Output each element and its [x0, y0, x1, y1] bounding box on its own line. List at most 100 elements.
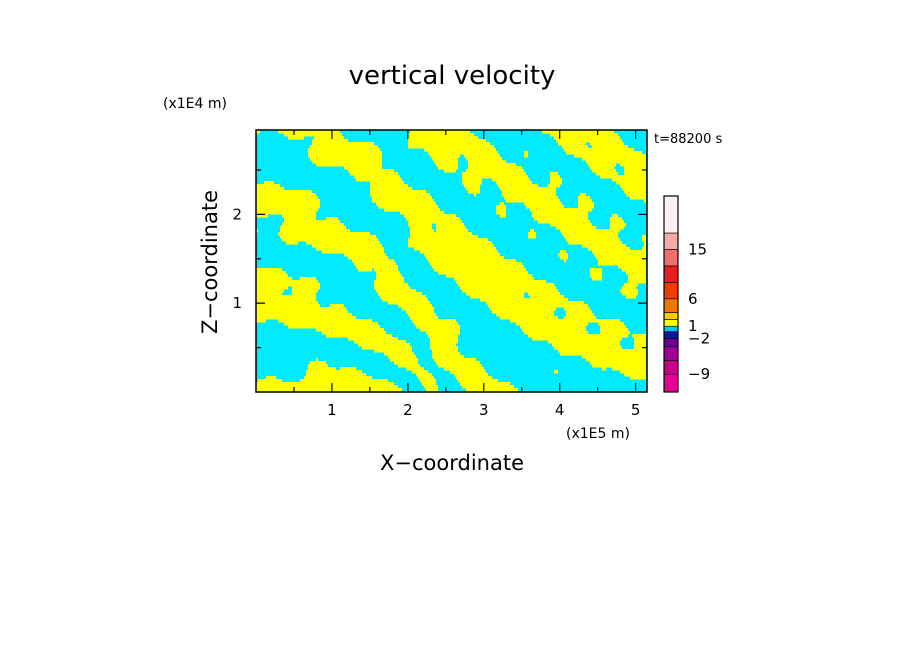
positive-velocity-cell — [626, 295, 636, 299]
positive-velocity-cell — [354, 175, 400, 179]
positive-velocity-cell — [310, 145, 378, 149]
positive-velocity-cell — [596, 256, 646, 260]
positive-velocity-cell — [314, 136, 344, 140]
positive-velocity-cell — [528, 334, 628, 338]
positive-velocity-cell — [624, 190, 646, 194]
positive-velocity-cell — [376, 271, 400, 275]
colorbar-swatch — [663, 298, 679, 313]
colorbar-swatch — [663, 312, 679, 320]
positive-velocity-cell — [412, 370, 428, 374]
colorbar-tick-label: −9 — [688, 365, 710, 383]
positive-velocity-cell — [308, 148, 380, 152]
positive-velocity-cell — [280, 235, 376, 239]
positive-velocity-cell — [564, 148, 634, 152]
positive-velocity-cell — [256, 187, 284, 191]
positive-velocity-cell — [642, 235, 646, 239]
positive-velocity-cell — [410, 226, 432, 230]
positive-velocity-cell — [596, 172, 618, 176]
positive-velocity-cell — [462, 385, 514, 389]
positive-velocity-cell — [410, 130, 470, 134]
positive-velocity-cell — [416, 373, 432, 377]
positive-velocity-cell — [256, 193, 316, 197]
positive-velocity-cell — [308, 154, 382, 158]
positive-velocity-cell — [420, 250, 498, 254]
positive-velocity-cell — [408, 133, 474, 137]
positive-velocity-cell — [532, 211, 588, 215]
positive-velocity-cell — [430, 262, 522, 266]
positive-velocity-cell — [438, 271, 528, 275]
positive-velocity-cell — [592, 364, 646, 368]
positive-velocity-cell — [548, 184, 560, 188]
positive-velocity-cell — [424, 148, 496, 152]
y-axis-unit: (x1E4 m) — [163, 96, 227, 112]
positive-velocity-cell — [496, 211, 506, 215]
positive-velocity-cell — [456, 376, 492, 380]
time-label: t=88200 s — [654, 132, 722, 147]
positive-velocity-cell — [358, 343, 410, 347]
positive-velocity-cell — [322, 250, 384, 254]
positive-velocity-cell — [310, 361, 326, 365]
positive-velocity-cell — [466, 292, 524, 296]
positive-velocity-cell — [582, 244, 626, 248]
positive-velocity-cell — [406, 217, 460, 221]
positive-velocity-cell — [410, 229, 434, 233]
colorbar-swatch — [663, 232, 679, 250]
positive-velocity-cell — [408, 145, 494, 149]
positive-velocity-cell — [634, 343, 646, 347]
positive-velocity-cell — [282, 223, 344, 227]
positive-velocity-cell — [256, 214, 268, 218]
positive-velocity-cell — [288, 136, 304, 140]
positive-velocity-cell — [532, 214, 588, 218]
positive-velocity-cell — [330, 304, 344, 308]
positive-velocity-cell — [306, 373, 366, 377]
positive-velocity-cell — [548, 340, 620, 344]
positive-velocity-cell — [552, 343, 620, 347]
positive-velocity-cell — [410, 232, 472, 236]
positive-velocity-cell — [354, 262, 396, 266]
positive-velocity-cell — [408, 241, 492, 245]
positive-velocity-cell — [284, 217, 316, 221]
colorbar-swatch — [663, 338, 679, 348]
x-tick-label: 1 — [327, 401, 337, 419]
positive-velocity-cell — [524, 151, 528, 155]
positive-velocity-cell — [430, 154, 460, 158]
positive-velocity-cell — [432, 157, 458, 161]
positive-velocity-cell — [322, 331, 386, 335]
positive-velocity-cell — [256, 319, 266, 323]
positive-velocity-cell — [256, 301, 318, 305]
positive-velocity-cell — [554, 346, 622, 350]
positive-velocity-cell — [550, 133, 618, 137]
positive-velocity-cell — [256, 286, 288, 290]
positive-velocity-cell — [444, 169, 456, 173]
plot-frame — [255, 129, 648, 393]
positive-velocity-cell — [634, 340, 646, 344]
positive-velocity-cell — [384, 352, 414, 356]
positive-velocity-cell — [524, 154, 528, 158]
colorbar-swatch — [663, 325, 679, 332]
positive-velocity-cell — [474, 193, 476, 197]
positive-velocity-cell — [436, 229, 468, 233]
positive-velocity-cell — [588, 163, 616, 167]
positive-velocity-cell — [506, 199, 560, 203]
positive-velocity-cell — [642, 247, 646, 251]
positive-velocity-cell — [436, 223, 464, 227]
positive-velocity-cell — [306, 241, 380, 245]
positive-velocity-cell — [458, 283, 554, 287]
x-tick-label: 4 — [555, 401, 565, 419]
positive-velocity-cell — [406, 367, 424, 371]
positive-velocity-cell — [256, 295, 316, 299]
positive-velocity-cell — [256, 274, 288, 278]
positive-velocity-cell — [582, 157, 646, 161]
colorbar-swatch — [663, 265, 679, 283]
positive-velocity-cell — [384, 208, 440, 212]
positive-velocity-cell — [624, 373, 646, 377]
positive-velocity-cell — [256, 289, 284, 293]
positive-velocity-cell — [312, 142, 374, 146]
positive-velocity-cell — [610, 223, 626, 227]
colorbar-swatch — [663, 282, 679, 300]
positive-velocity-cell — [538, 220, 590, 224]
x-tick-labels: 1 2 3 4 5 — [327, 401, 640, 419]
positive-velocity-cell — [372, 196, 432, 200]
positive-velocity-cell — [398, 364, 420, 368]
colorbar-tick-label: −2 — [688, 330, 710, 348]
